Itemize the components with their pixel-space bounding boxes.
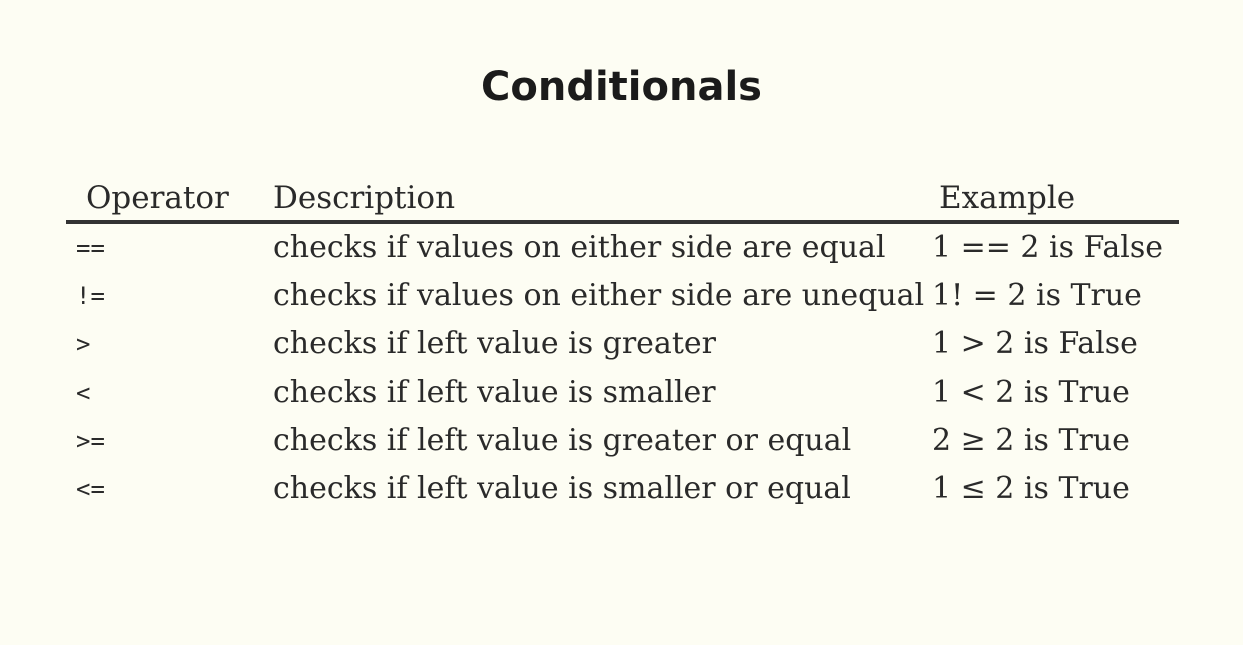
example-cell: 1 < 2 is True <box>932 374 1130 410</box>
example-cell: 2 ≥ 2 is True <box>932 422 1130 458</box>
table-header: Operator Description Example <box>66 176 1179 224</box>
description-cell: checks if left value is smaller <box>273 374 716 410</box>
description-cell: checks if values on either side are uneq… <box>273 278 925 314</box>
header-rule <box>66 220 1179 224</box>
header-description: Description <box>273 180 456 216</box>
table-row: != checks if values on either side are u… <box>66 274 1179 322</box>
table-row: > checks if left value is greater 1 > 2 … <box>66 322 1179 370</box>
operator-cell: >= <box>76 426 105 455</box>
table-body: == checks if values on either side are e… <box>66 226 1179 515</box>
header-operator: Operator <box>86 180 229 216</box>
example-cell: 1 ≤ 2 is True <box>932 470 1130 506</box>
operator-cell: == <box>76 234 105 262</box>
header-example: Example <box>939 180 1076 216</box>
operators-table: Operator Description Example == checks i… <box>66 176 1179 506</box>
table-row: == checks if values on either side are e… <box>66 226 1179 274</box>
table-row: < checks if left value is smaller 1 < 2 … <box>66 371 1179 419</box>
operator-cell: != <box>76 282 105 311</box>
example-cell: 1! = 2 is True <box>932 278 1142 314</box>
table-row: >= checks if left value is greater or eq… <box>66 419 1179 467</box>
operator-cell: > <box>76 330 91 359</box>
operator-cell: < <box>76 378 91 407</box>
table-row: <= checks if left value is smaller or eq… <box>66 467 1179 515</box>
description-cell: checks if left value is smaller or equal <box>273 470 851 506</box>
description-cell: checks if left value is greater or equal <box>273 422 852 458</box>
example-cell: 1 > 2 is False <box>932 326 1138 362</box>
description-cell: checks if values on either side are equa… <box>273 230 886 265</box>
page-title: Conditionals <box>481 64 762 110</box>
description-cell: checks if left value is greater <box>273 326 716 362</box>
operator-cell: <= <box>76 474 105 503</box>
example-cell: 1 == 2 is False <box>932 230 1163 265</box>
